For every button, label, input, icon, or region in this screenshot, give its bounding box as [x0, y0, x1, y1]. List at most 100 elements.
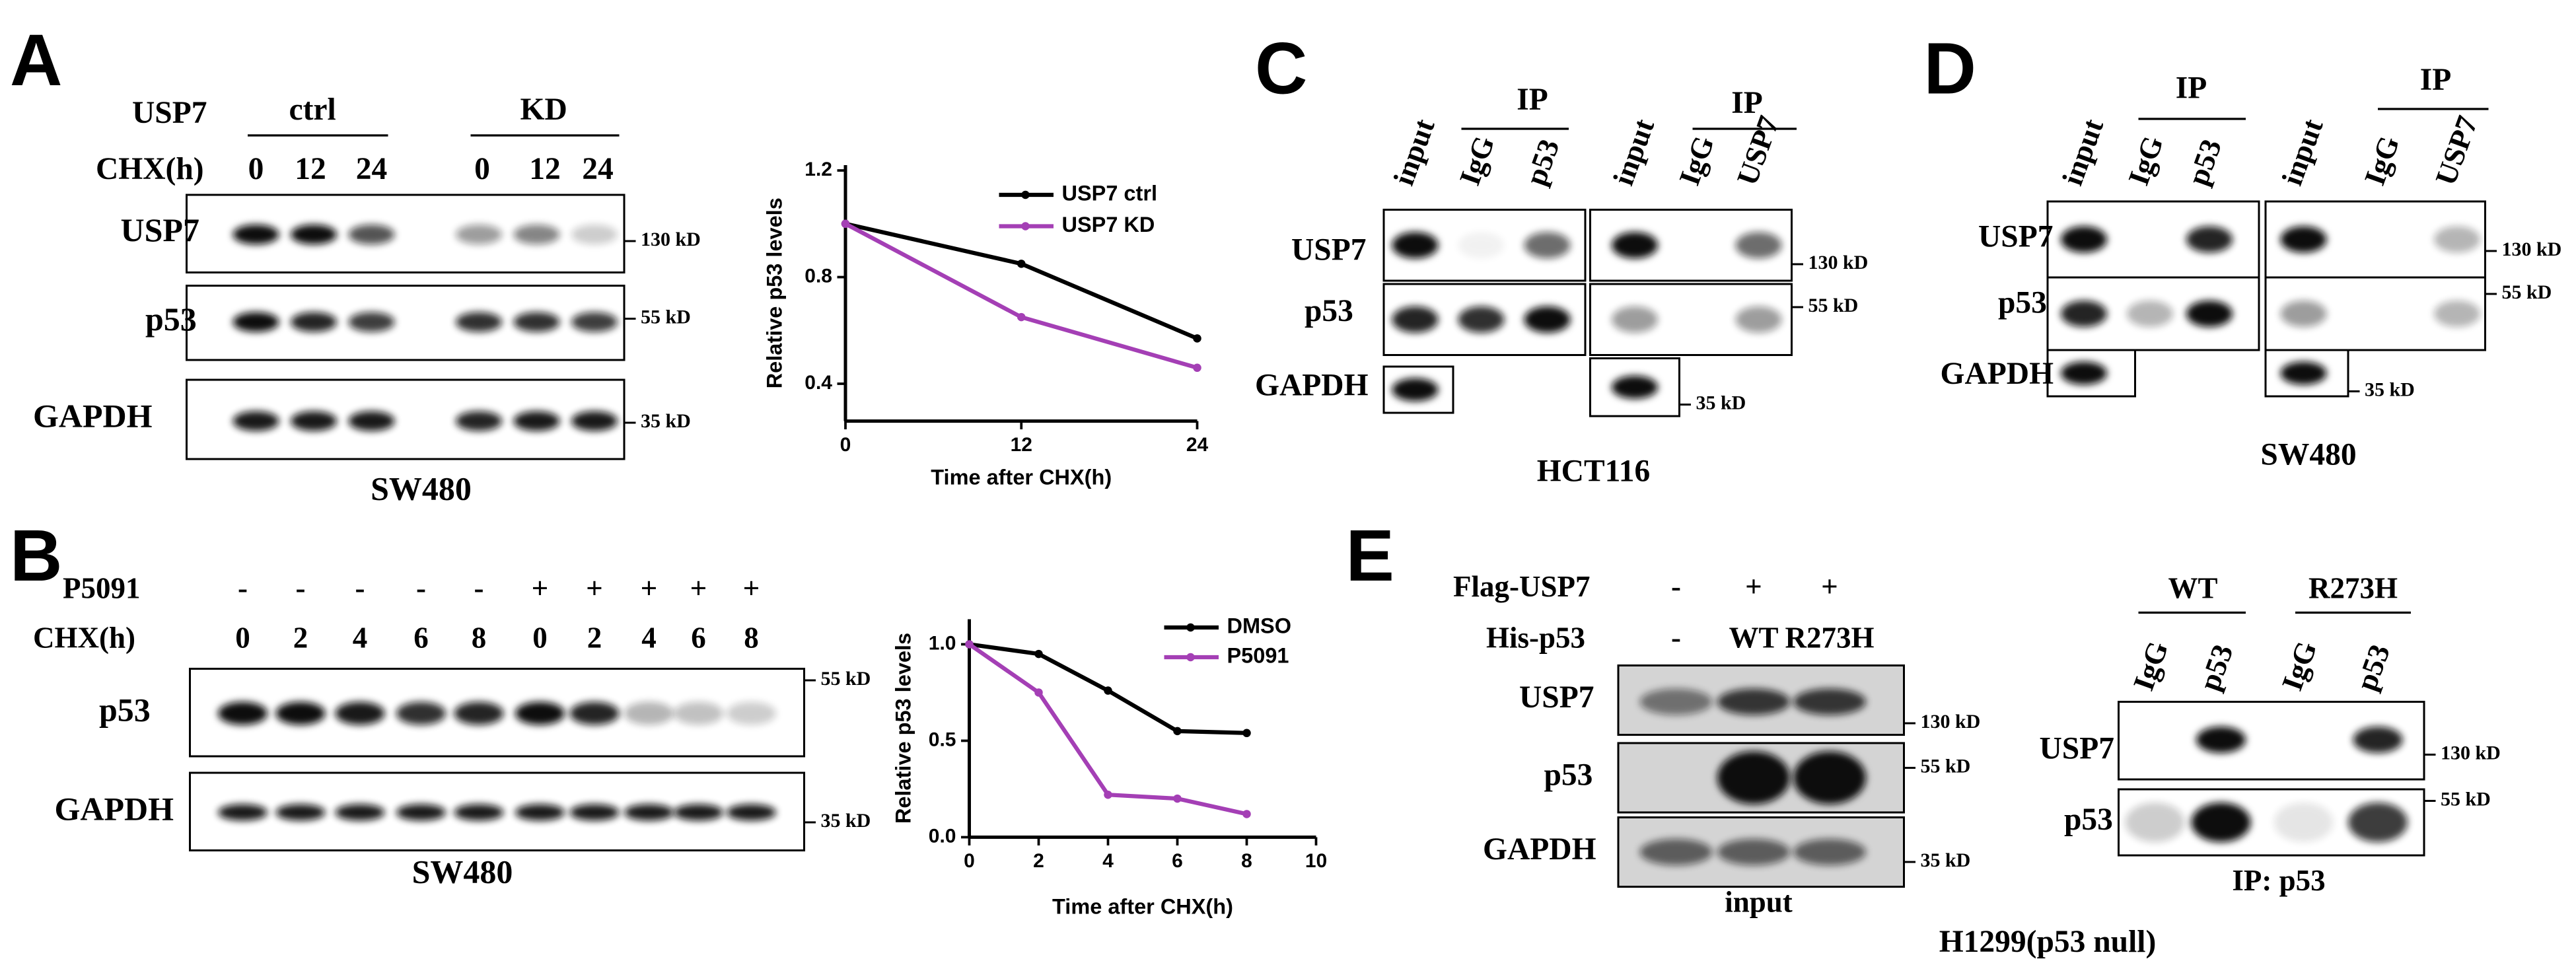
point: [1104, 791, 1112, 799]
band: [456, 312, 503, 332]
cell-line: SW480: [371, 470, 472, 507]
row-label: P5091: [63, 571, 141, 604]
lane-label: IgG: [1672, 131, 1721, 190]
point: [1193, 334, 1201, 343]
row-label: USP7: [121, 211, 199, 248]
band: [233, 225, 279, 244]
row-label: Flag-USP7: [1453, 570, 1591, 603]
band: [233, 411, 279, 431]
lane-label: 0: [532, 621, 548, 654]
band: [396, 804, 447, 821]
band: [2061, 361, 2107, 385]
legend-label: DMSO: [1227, 614, 1292, 638]
group-label: WT: [2168, 571, 2217, 604]
lane-label: -: [1671, 621, 1681, 654]
point: [1017, 260, 1026, 268]
size-marker: 35 kD: [1696, 392, 1746, 413]
point: [1193, 363, 1201, 373]
point: [965, 640, 974, 649]
band: [571, 411, 618, 431]
row-label: GAPDH: [1483, 832, 1596, 867]
y-tick-label: 0.0: [929, 825, 956, 847]
band: [569, 804, 620, 821]
y-tick-label: 1.0: [929, 632, 956, 654]
lane-label: 6: [413, 621, 429, 654]
point: [841, 219, 850, 229]
band: [1639, 839, 1713, 865]
lane-label: 4: [641, 621, 657, 654]
band: [571, 225, 618, 244]
band: [291, 312, 338, 332]
series-line: [968, 642, 1248, 816]
lane-label: 0: [248, 152, 264, 186]
lane-label: -: [296, 571, 306, 604]
lane-label: 0: [474, 152, 490, 186]
lane-label: 2: [293, 621, 308, 654]
band: [2125, 803, 2185, 842]
band: [1612, 306, 1658, 333]
band: [2280, 300, 2327, 327]
band: [727, 804, 776, 821]
row-label: p53: [145, 301, 197, 338]
size-marker: 130 kD: [1808, 252, 1869, 273]
size-marker: 55 kD: [1808, 295, 1859, 316]
caption: IP: p53: [2232, 864, 2325, 897]
row-label: p53: [1998, 285, 2047, 320]
lane-label: +: [532, 571, 549, 604]
y-tick-label: 1.2: [805, 159, 832, 180]
panel-letter: C: [1255, 28, 1307, 110]
row-label: USP7: [132, 96, 207, 130]
legend-swatch: [1186, 653, 1195, 662]
band: [515, 701, 565, 725]
size-marker: 130 kD: [641, 229, 701, 250]
band: [2434, 300, 2480, 327]
x-tick-label: 6: [1172, 850, 1183, 872]
panel-letter: D: [1924, 28, 1976, 110]
x-tick-label: 4: [1102, 850, 1114, 872]
band: [515, 804, 565, 821]
band: [2280, 226, 2327, 253]
band: [2127, 300, 2173, 327]
band: [1458, 232, 1505, 259]
lane-label: input: [1387, 114, 1441, 189]
band: [569, 701, 620, 725]
x-tick-label: 0: [840, 434, 851, 456]
lane-label: WT: [1729, 621, 1778, 654]
ip-label: IP: [1731, 86, 1763, 120]
point: [1017, 312, 1026, 322]
lane-label: p53: [2193, 640, 2240, 695]
lane-label: USP7: [1731, 112, 1786, 190]
legend-label: P5091: [1227, 644, 1289, 668]
band: [1392, 232, 1439, 259]
y-axis-label: Relative p53 levels: [763, 197, 787, 388]
row-label: GAPDH: [55, 790, 174, 827]
row-label: p53: [99, 691, 151, 728]
band: [348, 225, 395, 244]
band: [456, 225, 503, 244]
row-label: GAPDH: [1941, 357, 2054, 391]
band: [335, 701, 385, 725]
cell-line: SW480: [2260, 437, 2356, 472]
band: [2348, 803, 2408, 842]
lane-label: 0: [235, 621, 250, 654]
row-label: His-p53: [1486, 621, 1585, 654]
size-marker: 35 kD: [1921, 849, 1971, 871]
point: [1034, 649, 1043, 659]
lane-label: p53: [2349, 640, 2396, 695]
band: [2061, 226, 2107, 253]
ip-label: IP: [1517, 83, 1548, 117]
lane-label: input: [2275, 114, 2330, 189]
y-axis-label: Relative p53 levels: [892, 633, 915, 824]
band: [275, 804, 326, 821]
point: [1034, 688, 1043, 697]
band: [218, 701, 268, 725]
x-tick-label: 24: [1186, 434, 1209, 456]
cell-line: H1299(p53 null): [1939, 925, 2157, 959]
group-label: R273H: [2308, 571, 2398, 604]
band: [2353, 727, 2403, 753]
lane-label: 6: [691, 621, 706, 654]
band: [456, 411, 503, 431]
size-marker: 35 kD: [2365, 378, 2415, 400]
lane-label: 24: [356, 152, 388, 186]
